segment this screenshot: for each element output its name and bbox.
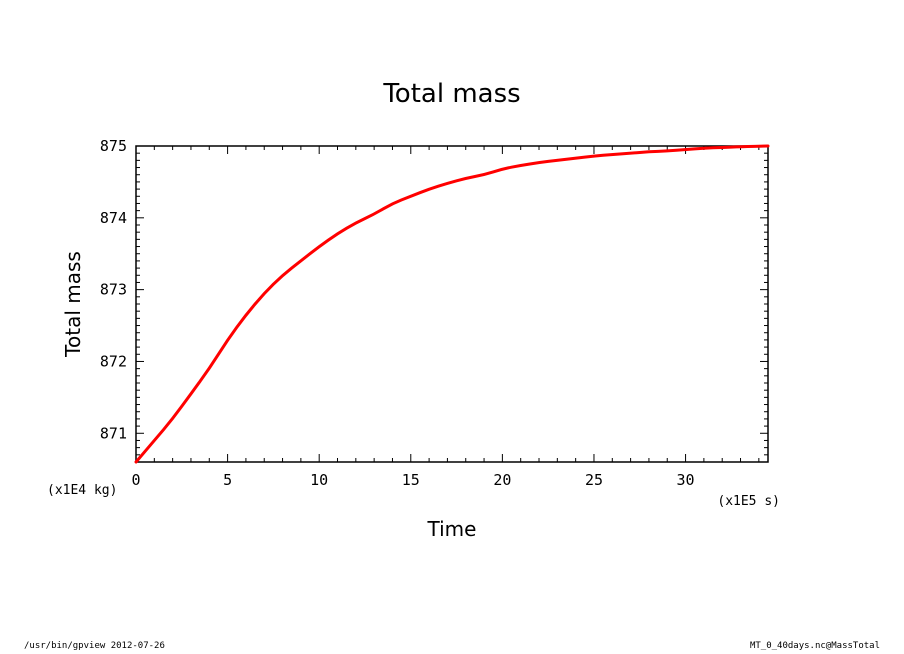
x-tick-label: 5	[223, 471, 232, 489]
chart-title: Total mass	[382, 79, 520, 109]
plot-frame	[135, 145, 769, 463]
y-tick-label: 871	[100, 424, 127, 442]
footer-command: /usr/bin/gpview 2012-07-26	[24, 641, 165, 651]
x-tick-label: 20	[493, 471, 511, 489]
y-axis: 871 872 873 874 875	[100, 137, 768, 463]
y-unit-label: (x1E4 kg)	[47, 483, 117, 498]
x-unit-label: (x1E5 s)	[717, 494, 780, 509]
y-tick-label: 872	[100, 352, 127, 370]
x-tick-label: 0	[131, 471, 140, 489]
y-tick-label: 875	[100, 137, 127, 155]
y-tick-label: 874	[100, 209, 127, 227]
series-line	[134, 144, 770, 464]
x-tick-label: 15	[402, 471, 420, 489]
x-tick-label: 10	[310, 471, 328, 489]
x-axis: 0 5 10 15 20 25 30	[131, 146, 760, 489]
x-axis-label: Time	[427, 517, 477, 541]
footer-source: MT_0_40days.nc@MassTotal	[749, 641, 880, 651]
x-tick-label: 30	[677, 471, 695, 489]
x-tick-label: 25	[585, 471, 603, 489]
y-axis-label: Total mass	[61, 251, 85, 358]
y-tick-label: 873	[100, 281, 127, 299]
